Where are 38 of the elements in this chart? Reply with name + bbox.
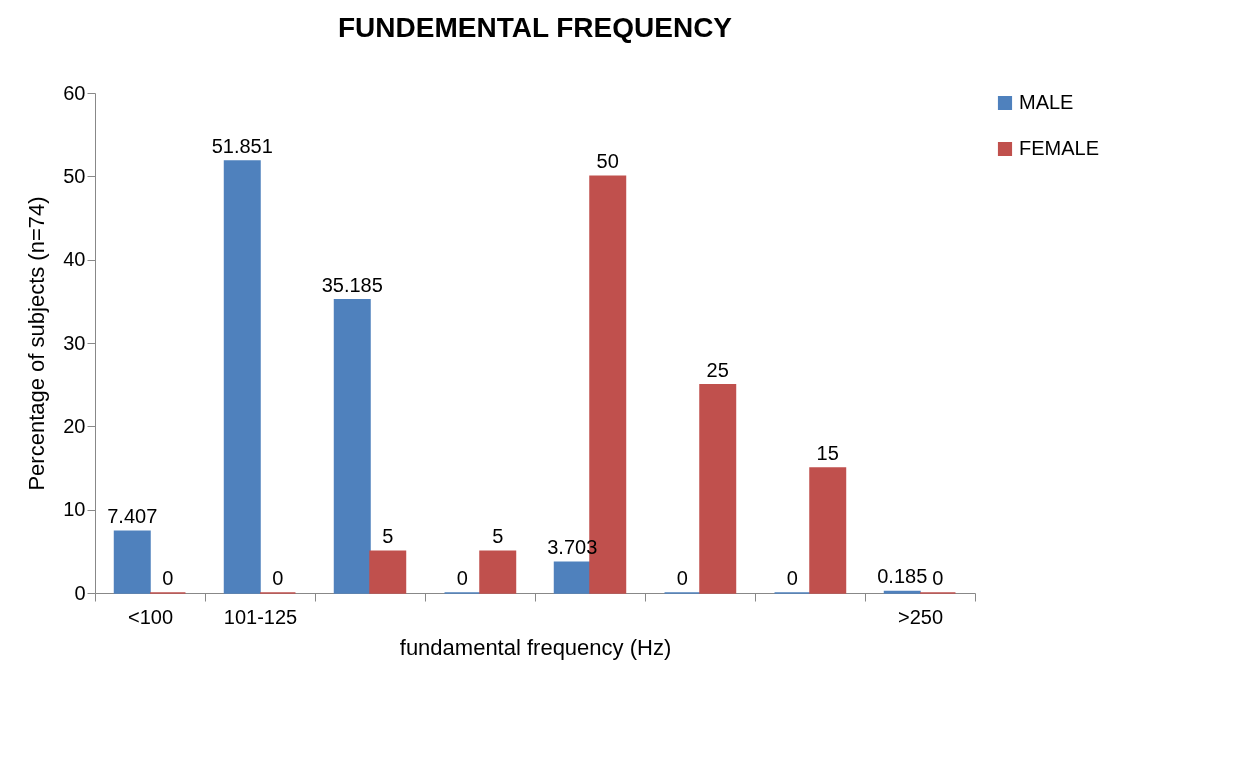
y-tick-label: 0 xyxy=(74,581,86,604)
legend-label: FEMALE xyxy=(1019,137,1100,159)
x-tick-label: >250 xyxy=(897,605,944,628)
bar xyxy=(479,550,517,594)
y-tick-label: 50 xyxy=(63,164,86,187)
y-tick-label: 20 xyxy=(63,414,86,437)
legend-label: MALE xyxy=(1019,91,1074,113)
data-label: 5 xyxy=(382,525,394,548)
x-axis-title: fundamental frequency (Hz) xyxy=(399,634,672,660)
data-label: 0 xyxy=(676,567,688,589)
data-label: 7.407 xyxy=(107,505,158,528)
data-label: 0.185 xyxy=(877,565,928,588)
y-tick-label: 10 xyxy=(63,498,86,521)
y-tick-label: 60 xyxy=(63,81,86,104)
bar xyxy=(809,467,847,594)
data-label: 15 xyxy=(816,442,839,464)
data-label: 0 xyxy=(162,567,174,589)
data-label: 0 xyxy=(786,567,798,589)
bar xyxy=(699,383,737,594)
bar xyxy=(223,160,261,594)
data-label: 50 xyxy=(596,150,619,173)
data-label: 0 xyxy=(272,567,284,589)
x-tick-label: <100 xyxy=(127,605,174,628)
bar xyxy=(113,530,151,594)
bar xyxy=(333,299,371,594)
data-label: 5 xyxy=(492,525,504,548)
y-tick-label: 30 xyxy=(63,331,86,354)
data-label: 35.185 xyxy=(321,273,383,296)
bar xyxy=(369,550,407,594)
y-tick-label: 40 xyxy=(63,248,86,271)
data-label: 25 xyxy=(706,358,729,381)
data-label: 0 xyxy=(932,567,944,589)
y-axis-title: Percentage of subjects (n=74) xyxy=(24,196,50,491)
data-label: 0 xyxy=(456,567,468,589)
x-tick-label: 101-125 xyxy=(223,605,298,628)
chart-title: FUNDEMENTAL FREQUENCY xyxy=(337,12,733,43)
bar xyxy=(553,561,591,594)
data-label: 51.851 xyxy=(211,134,273,157)
